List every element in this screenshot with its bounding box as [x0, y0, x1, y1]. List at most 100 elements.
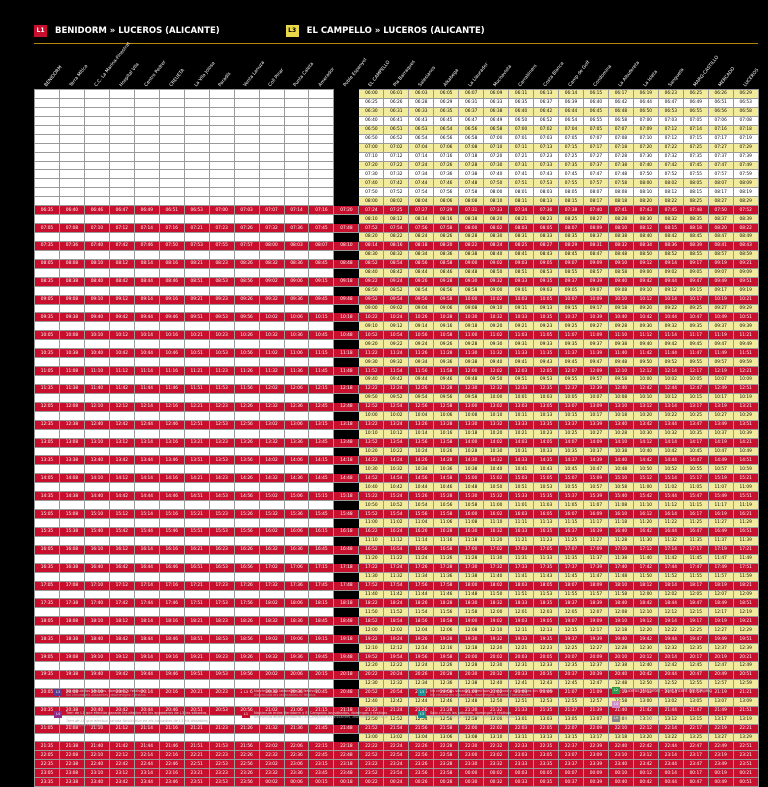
time-cell: 10:01 [508, 392, 535, 403]
time-cell: 19:15 [308, 634, 335, 645]
time-cell: 16:14 [133, 544, 160, 555]
time-cell: 19:44 [657, 634, 684, 645]
table-row: 22:05 22:08 22:10 22:12 22:14 22:16 22:21 22:23… [34, 750, 759, 761]
time-cell [333, 535, 360, 546]
time-cell: 09:35 [558, 339, 584, 350]
table-row: 08:10 08:12 08:14 08:16 08:18 08:20 08:21 08:23… [34, 214, 759, 225]
time-cell: 11:24 [408, 553, 435, 564]
time-cell [58, 303, 85, 314]
table-row: 09:05 09:08 09:10 09:12 09:14 09:16 09:21 09:23… [34, 294, 759, 305]
time-cell [108, 518, 135, 528]
time-cell [158, 249, 185, 260]
time-cell: 13:37 [558, 419, 584, 430]
time-cell: 20:22 [358, 669, 385, 680]
time-cell: 23:16 [158, 768, 185, 779]
time-cell: 21:35 [34, 741, 60, 752]
time-cell: 10:10 [607, 294, 634, 305]
time-cell: 07:50 [358, 187, 385, 198]
time-cell [133, 133, 160, 144]
time-cell [233, 392, 260, 403]
time-cell: 13:58 [433, 437, 460, 448]
time-cell [108, 643, 135, 654]
time-cell: 12:23 [533, 643, 560, 654]
time-cell: 07:18 [732, 124, 759, 135]
time-cell [308, 285, 335, 296]
time-cell: 07:58 [433, 223, 460, 233]
time-cell: 14:35 [34, 491, 60, 502]
time-cell: 06:35 [34, 205, 60, 216]
time-cell: 18:17 [682, 580, 709, 591]
time-cell: 08:00 [483, 187, 510, 198]
time-cell: 11:32 [258, 366, 285, 376]
time-cell: 10:02 [657, 375, 684, 385]
time-cell: 17:56 [408, 580, 435, 591]
time-cell: 10:30 [632, 428, 659, 439]
time-cell [108, 169, 135, 180]
time-cell [34, 535, 60, 546]
time-cell: 11:49 [732, 553, 759, 564]
time-cell: 08:37 [707, 214, 734, 225]
time-cell: 18:52 [358, 616, 385, 627]
time-cell [183, 124, 210, 135]
time-cell [258, 142, 285, 153]
time-cell [58, 482, 85, 493]
time-cell: 12:40 [632, 661, 659, 671]
time-cell: 17:12 [108, 580, 135, 591]
time-cell: 23:39 [582, 759, 609, 770]
time-cell: 11:27 [582, 535, 609, 546]
time-cell: 10:34 [408, 464, 435, 475]
time-cell [183, 187, 210, 198]
time-cell: 08:30 [483, 232, 510, 242]
time-cell: 06:43 [408, 115, 435, 126]
time-cell: 19:36 [283, 652, 310, 662]
time-cell: 23:17 [682, 750, 709, 761]
time-cell [58, 321, 85, 332]
time-cell: 19:32 [483, 634, 510, 645]
time-cell [108, 482, 135, 493]
time-cell [108, 589, 135, 600]
time-cell: 12:35 [682, 643, 709, 654]
time-cell [308, 339, 335, 350]
time-cell: 22:53 [208, 759, 235, 770]
time-cell: 14:00 [458, 437, 485, 448]
time-cell: 10:52 [383, 500, 410, 511]
time-cell: 10:18 [458, 428, 485, 439]
time-cell: 06:55 [582, 115, 609, 126]
time-cell [34, 89, 60, 99]
time-cell: 00:17 [682, 768, 709, 779]
time-cell: 11:39 [732, 535, 759, 546]
time-cell: 18:53 [208, 634, 235, 645]
time-cell: 16:54 [383, 544, 410, 555]
time-cell [333, 160, 360, 171]
time-cell [258, 732, 285, 743]
time-cell: 09:52 [358, 294, 385, 305]
time-cell: 22:23 [208, 750, 235, 761]
time-cell [158, 106, 185, 117]
time-cell: 06:53 [408, 124, 435, 135]
time-cell: 09:06 [283, 276, 310, 287]
time-cell: 11:02 [258, 348, 285, 359]
time-cell: 07:47 [582, 169, 609, 180]
time-cell: 07:12 [108, 223, 135, 233]
time-cell [283, 607, 310, 618]
time-cell: 15:47 [682, 491, 709, 502]
time-cell: 10:06 [433, 410, 460, 421]
time-cell: 09:12 [657, 285, 684, 296]
time-cell: 11:02 [383, 518, 410, 528]
time-cell: 16:17 [682, 509, 709, 519]
station-label: LUCEROS [742, 67, 761, 88]
time-cell: 15:48 [333, 509, 360, 519]
time-cell: 09:32 [483, 276, 510, 287]
time-cell [183, 133, 210, 144]
time-cell: 09:56 [408, 294, 435, 305]
time-cell: 22:26 [233, 750, 260, 761]
time-cell: 16:42 [632, 526, 659, 537]
time-cell: 20:05 [533, 652, 560, 662]
time-cell [283, 482, 310, 493]
footnote-subtext: No circula els dissabtes, diumenges, fes… [430, 693, 531, 697]
time-cell [233, 97, 260, 108]
time-cell: 07:36 [58, 240, 85, 251]
time-cell [158, 410, 185, 421]
time-cell: 21:56 [233, 741, 260, 752]
time-cell: 18:54 [383, 616, 410, 627]
